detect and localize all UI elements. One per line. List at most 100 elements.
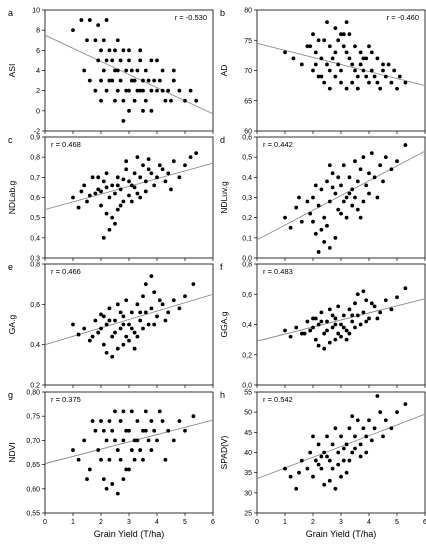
y-tick-label: 0,3 [242, 195, 252, 202]
data-point [127, 108, 131, 113]
data-point [155, 88, 159, 93]
data-point [355, 207, 360, 212]
data-point [327, 199, 332, 204]
y-tick-label: 0,8 [242, 262, 252, 269]
data-point [302, 331, 307, 336]
x-tick-label: 4 [155, 519, 159, 526]
data-point [118, 78, 123, 83]
data-point [104, 171, 109, 176]
data-point [325, 179, 329, 184]
data-point [364, 56, 369, 61]
y-tick-label: 0,2 [242, 215, 252, 222]
data-point [283, 466, 287, 471]
data-point [294, 486, 299, 491]
data-point [121, 98, 126, 103]
y-tick-label: 2 [36, 88, 40, 95]
data-point [107, 195, 112, 200]
data-point [344, 215, 349, 220]
data-point [341, 199, 346, 204]
data-point [141, 108, 145, 113]
data-point [141, 88, 145, 93]
data-point [299, 331, 304, 336]
data-point [143, 189, 148, 194]
data-point [361, 68, 366, 73]
data-point [188, 155, 193, 160]
data-point [127, 322, 131, 327]
data-point [319, 310, 324, 315]
y-tick-label: 0,4 [30, 235, 40, 242]
data-point [322, 331, 327, 336]
data-point [96, 175, 101, 180]
data-point [369, 68, 374, 73]
data-point [378, 410, 383, 415]
y-tick-label: 0,80 [26, 390, 40, 397]
data-point [319, 466, 324, 471]
data-point [347, 32, 352, 37]
data-point [316, 462, 321, 467]
data-point [350, 62, 355, 67]
data-point [327, 163, 332, 168]
data-point [327, 68, 332, 73]
data-point [149, 306, 154, 311]
data-point [358, 167, 363, 172]
data-point [355, 418, 360, 423]
data-point [93, 318, 98, 323]
data-point [82, 183, 87, 188]
data-point [367, 316, 371, 321]
data-point [339, 434, 343, 439]
data-point [104, 322, 109, 327]
data-point [82, 438, 87, 443]
y-tick-label: 0 [36, 108, 40, 115]
data-point [361, 426, 366, 431]
data-point [87, 78, 92, 83]
trend-line [45, 293, 213, 346]
data-point [155, 58, 159, 63]
data-point [347, 331, 352, 336]
y-tick-label: 0,9 [30, 135, 40, 142]
data-point [383, 418, 388, 423]
data-point [138, 175, 143, 180]
data-point [79, 189, 84, 194]
data-point [364, 298, 369, 303]
x-tick-label: 2 [311, 519, 315, 526]
data-point [99, 78, 103, 83]
data-point [124, 159, 129, 164]
data-point [141, 457, 145, 462]
data-point [322, 239, 327, 244]
panel-b: 60 65 70 75 80 AD b r = -0.460 [219, 8, 426, 136]
y-tick-label: 10 [32, 8, 40, 15]
data-point [129, 448, 134, 452]
data-point [299, 219, 304, 224]
data-point [101, 179, 106, 184]
data-point [121, 438, 126, 443]
data-point [115, 175, 120, 180]
data-point [191, 282, 196, 287]
y-tick-label: 0,6 [242, 292, 252, 299]
data-point [160, 88, 165, 93]
data-point [316, 203, 321, 208]
data-point [350, 187, 355, 192]
data-point [333, 191, 338, 196]
data-point [381, 434, 385, 439]
data-point [369, 50, 374, 55]
data-point [143, 310, 148, 315]
data-point [115, 38, 120, 43]
y-tick-label: 0,5 [242, 155, 252, 162]
data-point [127, 58, 131, 63]
data-point [299, 458, 304, 463]
data-point [325, 223, 329, 228]
data-point [96, 58, 101, 63]
data-point [311, 325, 315, 330]
data-point [87, 338, 92, 343]
data-point [124, 334, 129, 339]
data-point [132, 346, 137, 351]
data-point [347, 191, 352, 196]
data-point [96, 23, 101, 28]
data-point [146, 322, 151, 327]
data-point [344, 86, 349, 91]
data-point [155, 175, 159, 180]
data-point [333, 235, 338, 240]
y-tick-label: 0,75 [26, 414, 40, 421]
data-point [353, 301, 357, 306]
data-point [107, 48, 112, 53]
